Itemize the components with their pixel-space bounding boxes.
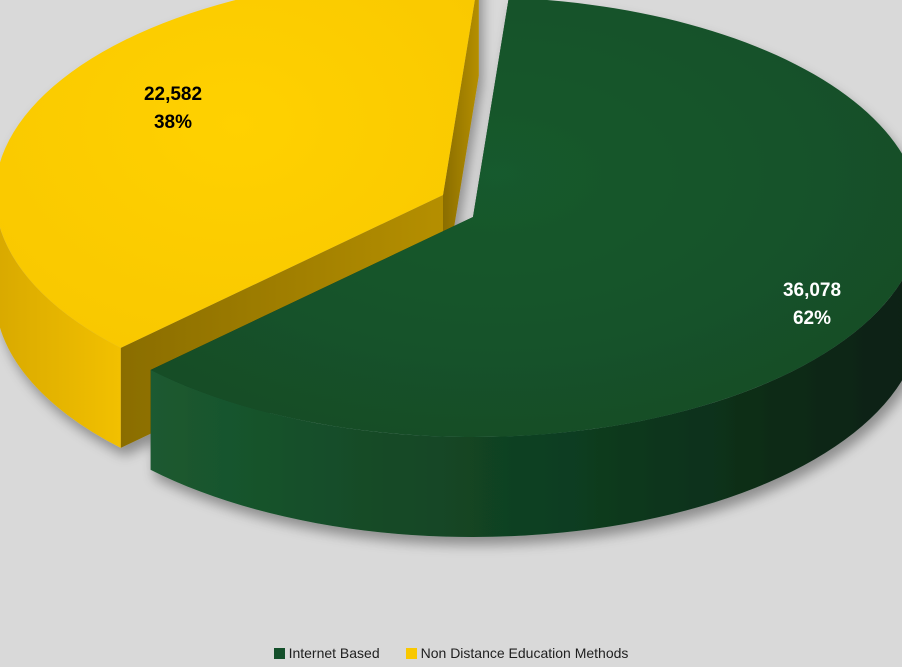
pie-slice-top — [0, 0, 475, 348]
slice-value-label: 22,582 — [144, 84, 202, 105]
legend-label: Non Distance Education Methods — [420, 645, 629, 661]
slice-value-label: 36,078 — [783, 280, 841, 301]
pie-slice-internet-based — [150, 0, 902, 537]
pie-slice-wall — [443, 0, 479, 295]
slice-percent-label: 38% — [154, 112, 192, 133]
legend-swatch — [273, 647, 285, 659]
legend-entry: Internet Based — [273, 645, 380, 661]
pie-slice-side — [150, 280, 902, 537]
pie-slice-side — [0, 227, 121, 448]
slice-percent-label: 62% — [793, 308, 831, 329]
legend-label: Internet Based — [288, 645, 380, 661]
legend-entry: Non Distance Education Methods — [405, 645, 629, 661]
chart-legend: Internet Based Non Distance Education Met… — [0, 645, 902, 661]
legend-swatch — [405, 647, 417, 659]
pie-slice-top — [150, 0, 902, 437]
